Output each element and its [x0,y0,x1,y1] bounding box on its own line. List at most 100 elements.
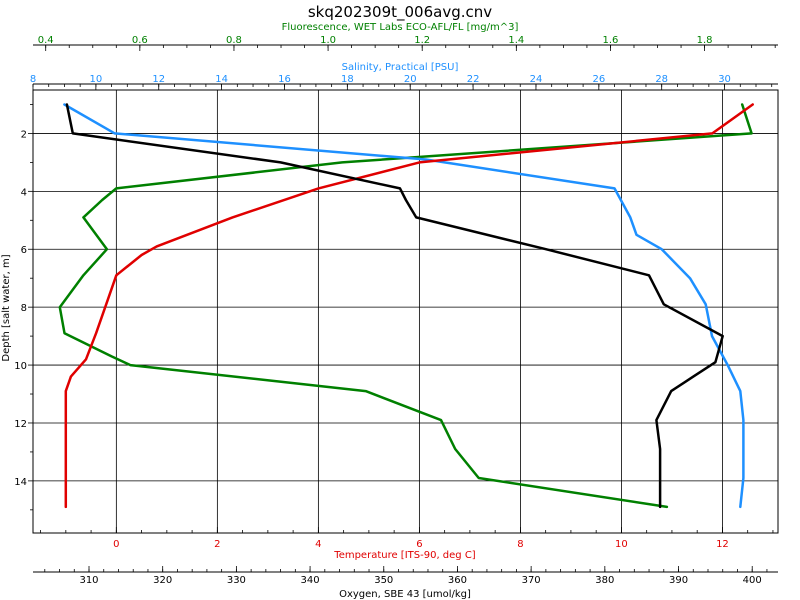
data-point-salinity [742,448,745,450]
fluorescence-tick-label: 1.0 [320,35,336,46]
temperature-tick-label: 0 [113,539,119,550]
fluorescence-tick-label: 0.6 [132,35,148,46]
depth-tick-label: 12 [14,419,27,430]
data-point-fluorescence [341,161,344,164]
fluorescence-tick-label: 1.2 [414,35,430,46]
data-point-fluorescence [364,390,367,392]
data-point-oxygen [659,477,661,479]
data-point-salinity [689,277,691,280]
fluorescence-tick-label: 0.8 [226,35,242,46]
data-point-oxygen [659,506,661,508]
salinity-tick-label: 8 [30,74,36,85]
data-point-temperature [65,506,67,508]
oxygen-tick-label: 350 [374,575,393,586]
data-point-oxygen [415,216,418,219]
series-lines [58,103,754,509]
salinity-tick-label: 12 [152,74,165,85]
oxygen-tick-label: 370 [522,575,541,586]
data-point-temperature [70,375,72,378]
depth-axis-title: Depth [salt water, m] [1,254,12,361]
series-line-temperature [64,103,754,509]
data-point-temperature [751,103,754,106]
salinity-tick-label: 30 [718,74,731,85]
data-point-oxygen [721,335,724,337]
data-point-temperature [65,448,67,450]
fluorescence-tick-label: 1.8 [697,35,713,46]
data-point-salinity [742,419,745,421]
oxygen-tick-label: 340 [301,575,320,586]
data-point-fluorescence [750,132,753,135]
data-point-salinity [425,158,427,161]
temperature-tick-label: 2 [214,539,220,550]
depth-tick-label: 8 [21,303,27,314]
salinity-tick-label: 14 [215,74,228,85]
data-point-fluorescence [115,187,118,190]
chart-title: skq202309t_006avg.cnv [308,3,492,22]
series-line-salinity [63,103,745,509]
salinity-tick-label: 16 [278,74,291,85]
data-point-temperature [231,216,234,219]
data-point-temperature [115,274,118,277]
data-point-oxygen [405,199,407,201]
data-point-fluorescence [110,355,113,358]
oxygen-tick-label: 360 [448,575,467,586]
data-point-salinity [63,103,66,106]
data-point-salinity [742,477,745,479]
temperature-tick-label: 6 [416,539,422,550]
data-point-temperature [65,419,67,421]
data-point-salinity [613,187,616,190]
data-point-salinity [711,335,713,337]
data-point-salinity [113,132,116,135]
data-point-temperature [317,187,320,190]
data-point-salinity [726,364,729,366]
data-point-fluorescence [666,506,668,508]
data-point-salinity [739,506,742,508]
salinity-axis-title: Salinity, Practical [PSU] [342,62,459,73]
oxygen-tick-label: 320 [153,575,172,586]
data-point-salinity [739,390,742,392]
data-point-fluorescence [454,448,457,450]
salinity-tick-label: 18 [341,74,354,85]
data-point-temperature [711,132,714,135]
data-point-temperature [155,245,158,248]
plot-frame [32,89,779,534]
oxygen-axis-title: Oxygen, SBE 43 [umol/kg] [339,589,471,600]
oxygen-tick-label: 310 [79,575,98,586]
salinity-tick-label: 24 [530,74,543,85]
fluorescence-tick-label: 1.6 [603,35,619,46]
data-point-temperature [418,161,421,164]
data-point-temperature [95,332,97,335]
salinity-tick-label: 22 [467,74,480,85]
fluorescence-tick-label: 1.4 [508,35,524,46]
oxygen-tick-label: 330 [227,575,246,586]
temperature-tick-label: 10 [615,539,628,550]
salinity-tick-label: 26 [592,74,605,85]
oxygen-tick-label: 400 [743,575,762,586]
depth-tick-label: 6 [21,245,27,256]
temperature-axis-title: Temperature [ITS-90, deg C] [333,550,476,561]
data-point-fluorescence [477,477,480,479]
data-point-fluorescence [101,199,103,201]
depth-tick-label: 2 [21,129,27,140]
data-point-fluorescence [741,103,743,106]
data-point-oxygen [659,448,661,450]
data-point-temperature [140,254,143,256]
data-point-salinity [635,234,638,236]
data-point-oxygen [545,248,547,250]
data-point-oxygen [279,161,282,164]
fluorescence-tick-label: 0.4 [38,35,54,46]
data-point-temperature [85,358,87,361]
data-point-fluorescence [129,364,132,366]
data-point-oxygen [72,132,74,135]
data-point-oxygen [663,303,665,306]
temperature-tick-label: 8 [517,539,523,550]
series-line-oxygen [65,103,724,509]
fluorescence-axis-title: Fluorescence, WET Labs ECO-AFL/FL [mg/m^… [282,22,519,33]
data-point-fluorescence [63,332,66,335]
depth-tick-label: 10 [14,361,27,372]
depth-tick-label: 4 [21,187,27,198]
temperature-tick-label: 12 [716,539,729,550]
data-point-salinity [629,216,632,219]
